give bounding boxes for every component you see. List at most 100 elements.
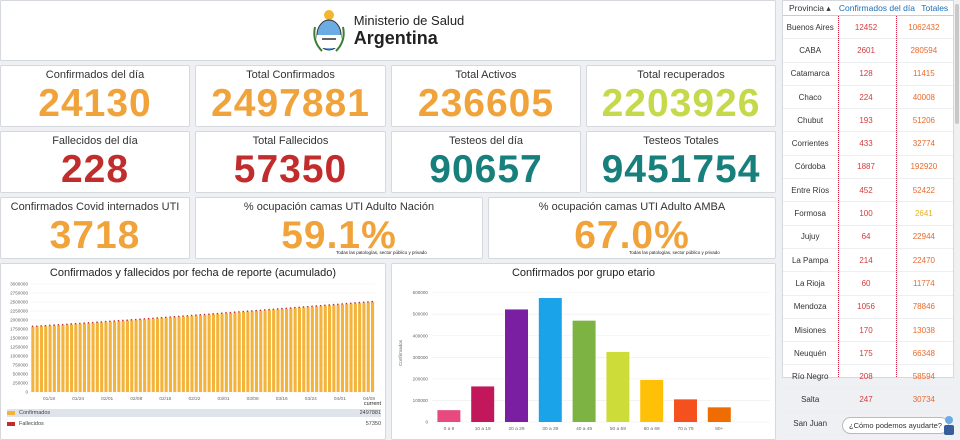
table-row[interactable]: Chaco 224 40008 [783, 86, 953, 110]
bar-confirmados [138, 319, 142, 392]
table-row[interactable]: La Rioja 60 11774 [783, 272, 953, 296]
kpi-testeos-dia: Testeos del día 90657 [391, 131, 581, 193]
legend-row-fallecidos[interactable]: Fallecidos 57350 [7, 420, 381, 428]
bar-confirmados [190, 315, 194, 392]
bar-confirmados [194, 315, 198, 392]
table-row[interactable]: Misiones 170 13038 [783, 319, 953, 343]
chart-title: Confirmados y fallecidos por fecha de re… [49, 267, 337, 279]
bar-confirmados [345, 304, 349, 392]
point-fallecidos [195, 314, 197, 316]
y-tick-label: 1500000 [10, 336, 28, 341]
table-row[interactable]: Formosa 100 2641 [783, 202, 953, 226]
point-fallecidos [66, 323, 68, 326]
table-row[interactable]: CABA 2601 280594 [783, 39, 953, 63]
table-row[interactable]: Entre Ríos 452 52422 [783, 179, 953, 203]
point-fallecidos [182, 315, 184, 317]
cell-provincia: Jujuy [800, 232, 820, 242]
point-fallecidos [229, 311, 232, 314]
point-fallecidos [70, 323, 73, 325]
x-tick-label: 03/24 [305, 396, 317, 402]
cell-provincia: Río Negro [791, 372, 829, 382]
bar-confirmados [246, 311, 250, 392]
cell-totales: 13038 [912, 325, 935, 335]
bar-confirmados [362, 302, 366, 392]
table-scrollbar[interactable] [954, 0, 960, 378]
cell-provincia: La Rioja [795, 278, 825, 288]
legend-header: current [7, 400, 381, 408]
point-fallecidos [285, 307, 288, 310]
x-tick-label: 02/08 [130, 396, 142, 402]
table-row[interactable]: La Pampa 214 22470 [783, 249, 953, 273]
bar-confirmados [207, 314, 211, 392]
header-confirmados-dia[interactable]: Confirmados del día [838, 3, 915, 13]
ministry-name: Ministerio de Salud [353, 13, 465, 28]
table-row[interactable]: Neuquén 175 66348 [783, 342, 953, 366]
kpi-uti: Confirmados Covid internados UTI 3718 [0, 197, 190, 259]
y-tick-label: 2500000 [10, 300, 28, 305]
legend-value: 57350 [365, 421, 381, 427]
point-fallecidos [315, 305, 318, 307]
point-fallecidos [199, 313, 202, 316]
table-row[interactable]: Chubut 193 51206 [783, 109, 953, 133]
point-fallecidos [246, 310, 249, 313]
x-tick-label: 02/01 [101, 396, 113, 402]
point-fallecidos [255, 309, 257, 312]
table-row[interactable]: Río Negro 208 58594 [783, 365, 953, 389]
point-fallecidos [156, 317, 159, 319]
bar-confirmados [156, 318, 160, 392]
cell-confirmados-dia: 1887 [857, 162, 875, 172]
point-fallecidos [113, 320, 116, 322]
cell-confirmados-dia: 1056 [857, 302, 875, 312]
chart-acumulado: 0 250000 500000 750000 1000000 1250000 1500000… [10, 282, 375, 403]
x-tick-label: 30 a 39 [542, 426, 558, 432]
table-body: Buenos Aires 12452 1062432 CABA 2601 280594 Ca… [783, 16, 953, 436]
cell-totales: 30734 [912, 395, 935, 405]
y-tick-label: 2750000 [10, 291, 28, 296]
point-fallecidos [126, 319, 128, 321]
header-totales[interactable]: Totales [921, 3, 949, 13]
point-fallecidos [302, 306, 305, 308]
point-fallecidos [225, 312, 227, 314]
legend-name: Fallecidos [19, 421, 44, 427]
point-fallecidos [306, 305, 309, 308]
cell-confirmados-dia: 64 [861, 232, 871, 242]
cell-totales: 52422 [912, 185, 935, 195]
kpi-label: Fallecidos del día [52, 135, 138, 147]
bar-confirmados [61, 325, 65, 392]
bar-confirmados [143, 319, 147, 392]
bar-confirmados [263, 310, 267, 392]
table-row[interactable]: Catamarca 128 11415 [783, 63, 953, 86]
help-button[interactable]: ¿Cómo podemos ayudarte? [842, 417, 949, 434]
header-provincia[interactable]: Provincia ▴ [789, 2, 831, 13]
table-row[interactable]: Buenos Aires 12452 1062432 [783, 16, 953, 40]
cell-totales: 22944 [912, 232, 935, 242]
y-tick-label: 2250000 [10, 309, 28, 314]
table-row[interactable]: Córdoba 1887 192920 [783, 156, 953, 180]
table-row[interactable]: Salta 247 30734 [783, 389, 953, 413]
table-row[interactable]: Corrientes 433 32774 [783, 132, 953, 156]
legend-header-label: current [363, 401, 381, 407]
kpi-total-fallecidos: Total Fallecidos 57350 [195, 131, 386, 193]
cell-totales: 32774 [912, 139, 935, 149]
bar-confirmados [267, 310, 271, 392]
point-fallecidos [87, 322, 90, 324]
help-avatar-icon[interactable] [942, 414, 956, 436]
point-fallecidos [139, 318, 141, 320]
legend-name: Confirmados [19, 410, 51, 416]
kpi-label: Testeos Totales [643, 135, 719, 147]
bar-confirmados [319, 306, 323, 392]
table-row[interactable]: Mendoza 1056 78846 [783, 296, 953, 319]
cell-confirmados-dia: 60 [861, 278, 871, 288]
point-fallecidos [83, 322, 85, 324]
table-row[interactable]: Jujuy 64 22944 [783, 226, 953, 249]
kpi-value: 59.1% [281, 214, 397, 257]
bar-confirmados [289, 308, 293, 392]
bar-confirmados [87, 323, 91, 392]
cell-totales: 11774 [913, 278, 935, 288]
bar-confirmados [229, 313, 233, 392]
kpi-value: 3718 [49, 214, 141, 257]
point-fallecidos [96, 321, 98, 324]
point-fallecidos [281, 307, 283, 310]
legend-row-confirmados[interactable]: Confirmados 2497881 [7, 409, 381, 417]
kpi-label: Total recuperados [637, 69, 725, 81]
